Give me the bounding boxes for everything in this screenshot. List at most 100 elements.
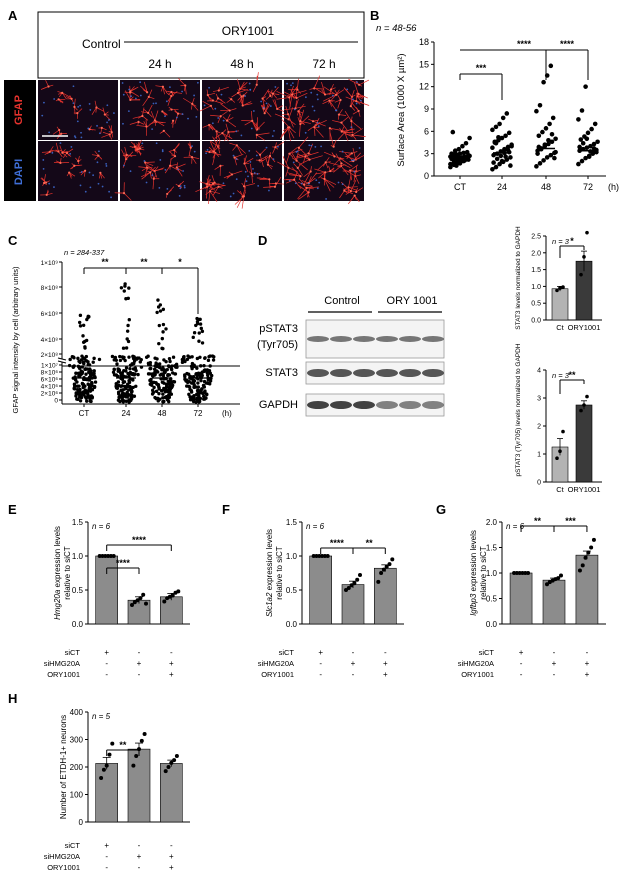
astrocyte-process <box>162 86 168 93</box>
data-point <box>466 152 471 158</box>
nucleus-dot <box>110 196 112 199</box>
data-point <box>197 391 201 395</box>
condition-sign: + <box>383 659 388 668</box>
y-tick-label: 12 <box>419 82 429 92</box>
astrocyte-body <box>161 85 165 88</box>
data-point <box>80 371 84 376</box>
data-point <box>124 346 129 350</box>
nucleus-dot <box>211 122 214 125</box>
data-point <box>499 158 505 164</box>
data-point <box>156 298 160 302</box>
header-control: Control <box>82 37 121 51</box>
astrocyte-process <box>324 178 331 192</box>
data-point <box>116 390 121 394</box>
astrocyte-process <box>314 126 324 138</box>
data-point <box>577 144 582 150</box>
astrocyte-body <box>329 88 333 91</box>
nucleus-dot <box>335 109 338 112</box>
data-point <box>117 367 121 372</box>
micrograph-tile <box>195 136 288 209</box>
nucleus-dot <box>255 154 258 157</box>
data-point <box>168 384 172 389</box>
data-point <box>534 164 539 169</box>
y-tick-label: 1.0 <box>531 284 541 291</box>
sig-label: **** <box>116 558 131 568</box>
astrocyte-process <box>287 172 301 177</box>
sig-label: ** <box>140 257 148 267</box>
sig-label: **** <box>132 535 147 545</box>
y-tick-label: 1.5 <box>486 544 498 553</box>
nucleus-dot <box>187 117 189 120</box>
astrocyte-process <box>163 130 171 138</box>
nucleus-dot <box>164 168 167 171</box>
condition-sign: + <box>104 841 109 850</box>
condition-label: ORY1001 <box>47 863 80 872</box>
astrocyte-process <box>329 127 344 132</box>
astrocyte-body <box>291 93 294 96</box>
astrocyte-process <box>296 92 308 99</box>
nucleus-dot <box>353 159 355 162</box>
data-point <box>493 164 499 170</box>
nucleus-dot <box>48 182 51 185</box>
astrocyte-process <box>207 94 212 103</box>
astrocyte-body <box>339 98 342 102</box>
condition-label: siCT <box>65 841 81 850</box>
astrocyte-process <box>212 186 219 196</box>
astrocyte-process <box>344 110 352 122</box>
astrocyte-process <box>191 103 199 111</box>
data-point <box>100 554 105 558</box>
data-point <box>129 387 133 392</box>
astrocyte-process <box>282 156 289 168</box>
astrocyte-body <box>73 164 76 167</box>
data-point <box>556 576 561 581</box>
astrocyte-process <box>342 188 357 193</box>
astrocyte-body <box>95 106 98 109</box>
data-point <box>167 373 172 377</box>
nucleus-dot <box>130 95 132 98</box>
panel-c: 1×10⁹ 8×10⁸ 6×10⁸ 4×10⁸ 2×10⁸ 1×10⁷8×10⁶6×10⁶… <box>11 248 240 418</box>
astrocyte-body <box>271 92 275 95</box>
data-point <box>209 373 214 378</box>
astrocyte-process <box>226 120 237 128</box>
data-point <box>537 102 543 108</box>
data-point <box>195 356 200 361</box>
data-point <box>78 391 82 395</box>
astrocyte-body <box>263 112 266 115</box>
data-point <box>202 364 206 368</box>
data-point <box>202 385 207 389</box>
nucleus-dot <box>235 158 238 161</box>
astrocyte-body <box>333 155 336 158</box>
data-point <box>118 354 122 359</box>
data-point <box>460 143 465 149</box>
astrocyte-process <box>234 157 237 166</box>
astrocyte-process <box>213 139 219 152</box>
nucleus-dot <box>145 181 148 184</box>
astrocyte-body <box>332 145 335 148</box>
astrocyte-process <box>138 166 148 168</box>
nucleus-dot <box>325 198 327 200</box>
astrocyte-body <box>268 154 272 158</box>
astrocyte-process <box>68 172 76 177</box>
y-tick-label: 6×10⁸ <box>41 311 59 318</box>
astrocyte-body <box>296 166 299 169</box>
data-point <box>120 395 125 399</box>
data-point <box>211 358 216 362</box>
astrocyte-body <box>347 186 350 189</box>
astrocyte-process <box>296 78 299 90</box>
nucleus-dot <box>151 174 154 177</box>
astrocyte-process <box>256 134 265 141</box>
axis-break <box>57 360 67 364</box>
nucleus-dot <box>304 131 307 134</box>
astrocyte-process <box>285 167 289 177</box>
nucleus-dot <box>48 131 51 134</box>
data-point <box>157 341 161 346</box>
astrocyte-process <box>50 149 59 152</box>
astrocyte-process <box>147 104 153 114</box>
x-tick-label: 48 <box>158 409 167 418</box>
astrocyte-process <box>244 158 254 164</box>
bar <box>509 572 533 625</box>
data-point <box>132 600 137 605</box>
astrocyte-process <box>321 81 326 95</box>
astrocyte-body <box>276 107 279 110</box>
nucleus-dot <box>222 182 225 185</box>
